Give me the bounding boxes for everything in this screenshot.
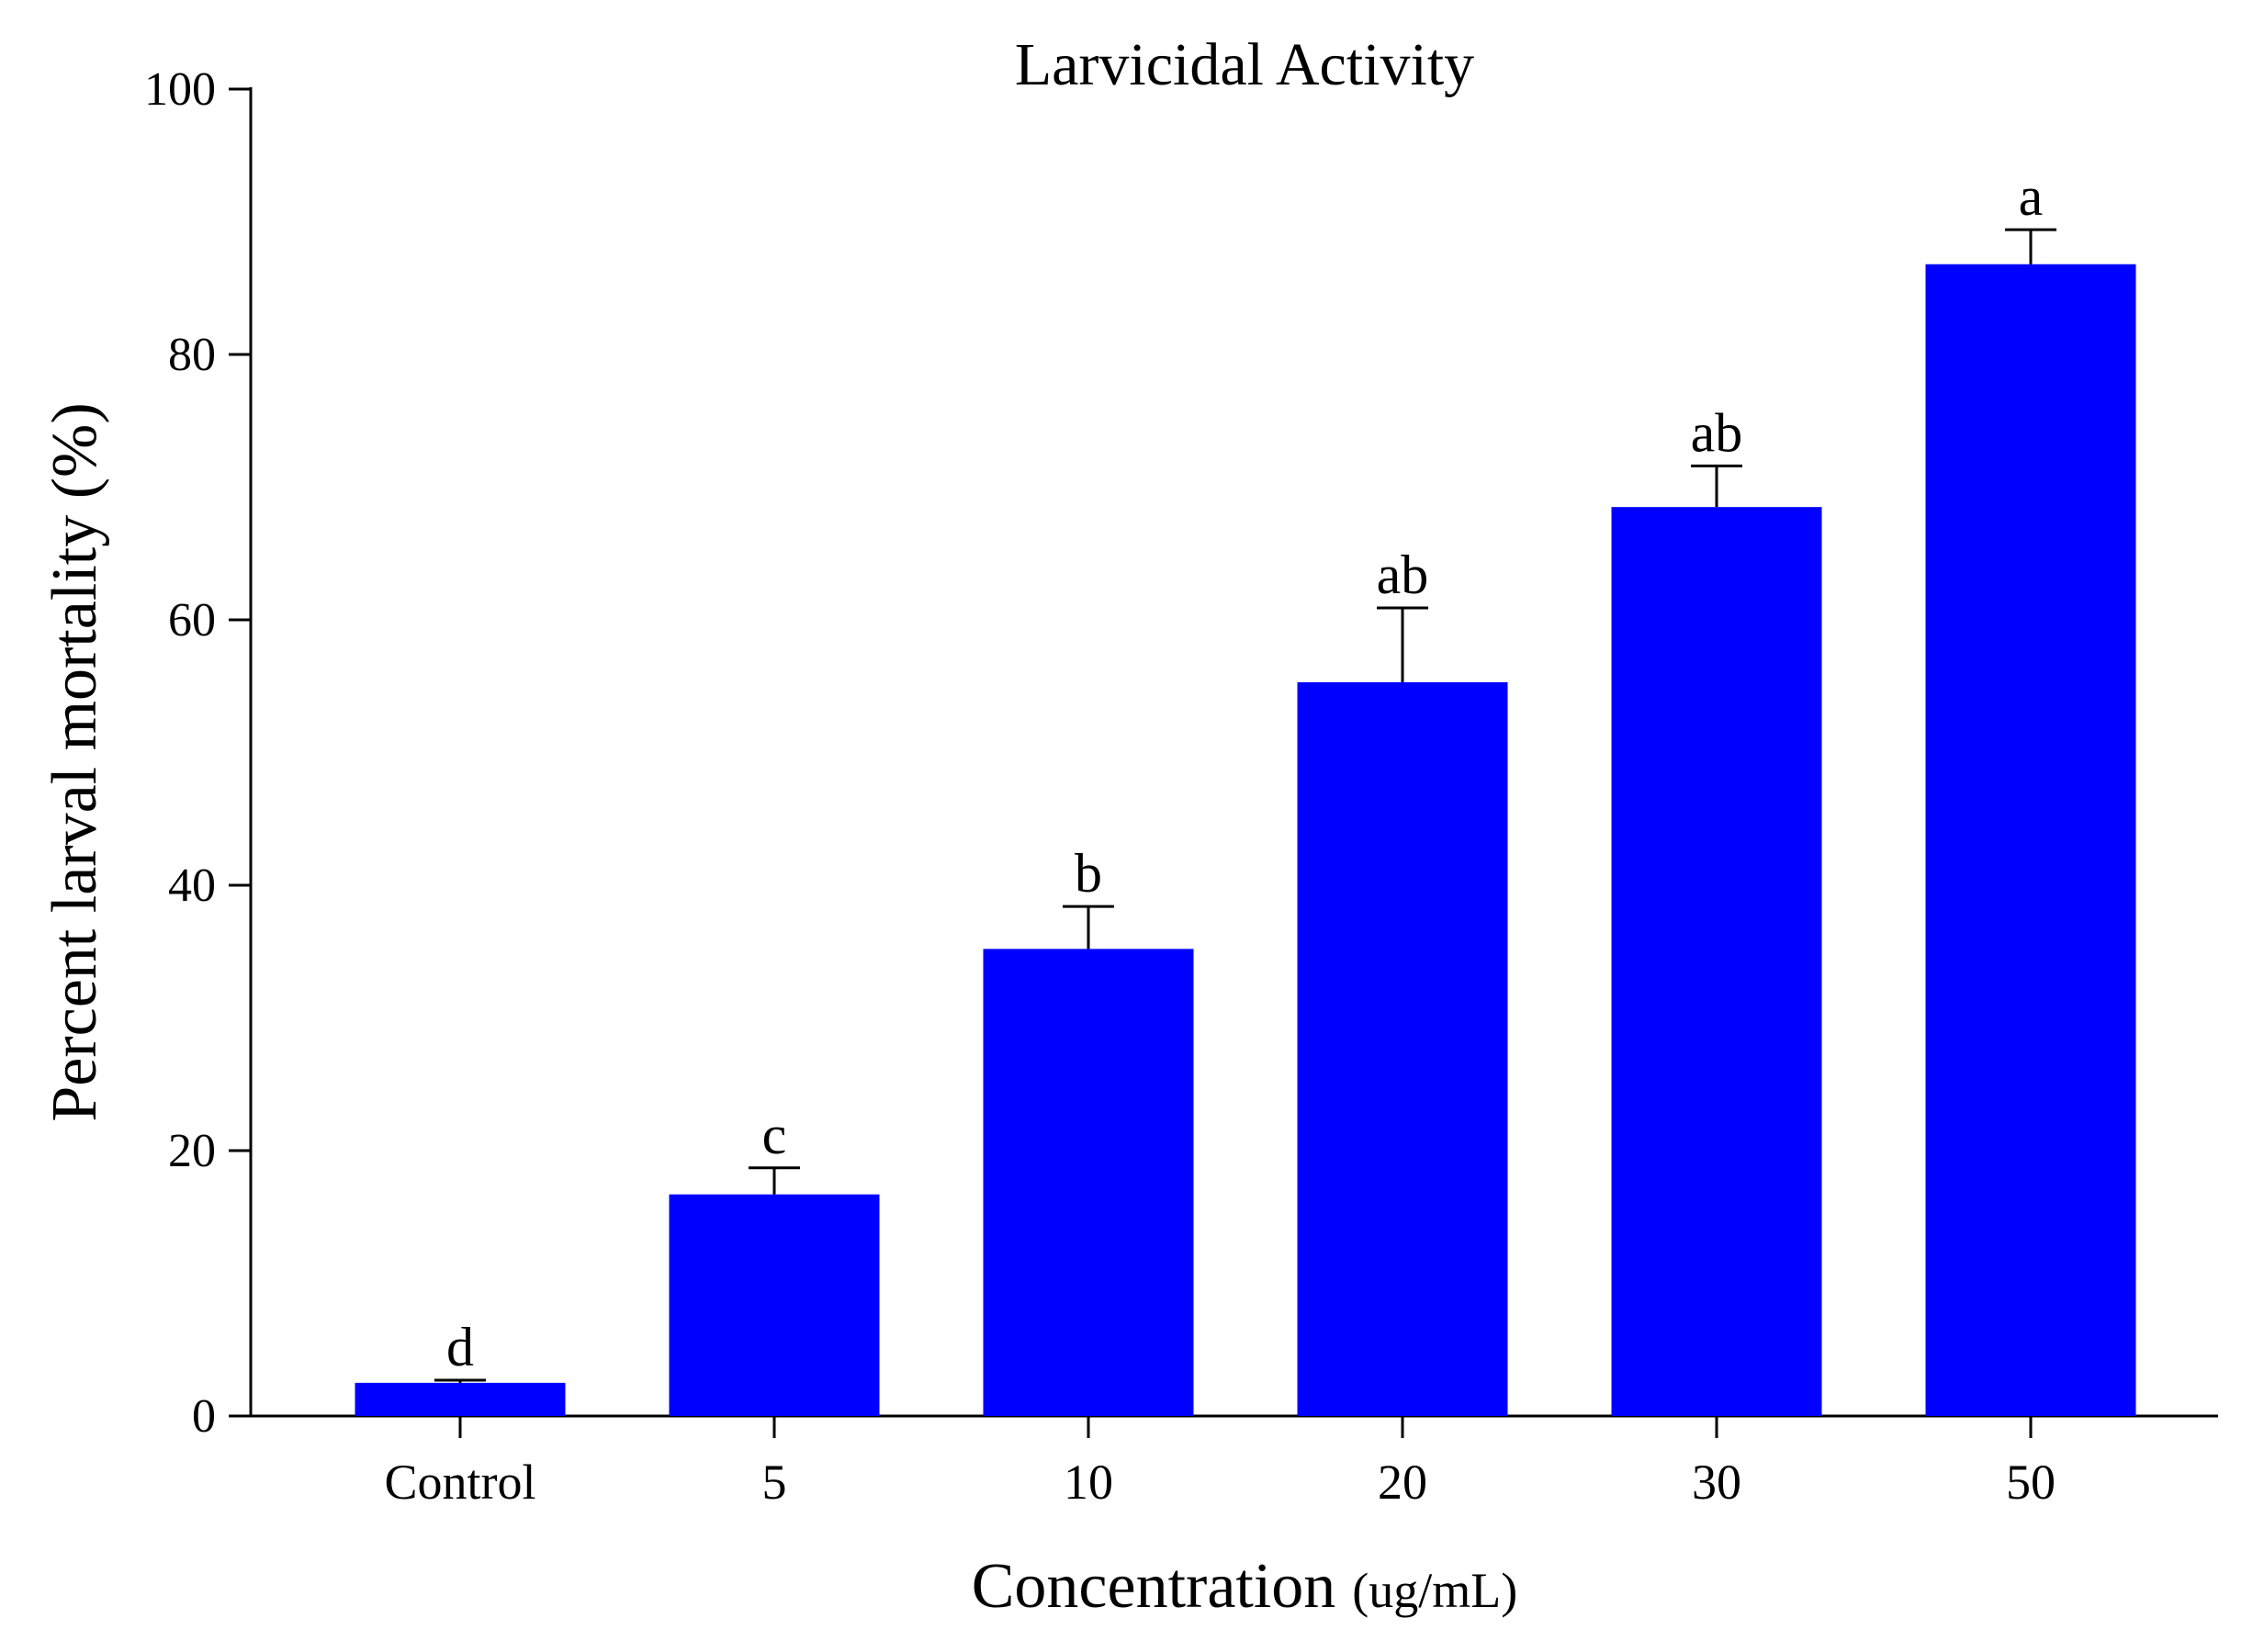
significance-letter: ab — [1691, 402, 1743, 463]
x-tick-label: 10 — [1064, 1455, 1113, 1510]
chart-title: Larvicidal Activity — [1015, 31, 1474, 98]
y-tick-label: 40 — [168, 860, 216, 912]
x-axis-label: Concentration (ug/mL) — [972, 1551, 1518, 1622]
y-tick-label: 20 — [168, 1125, 216, 1177]
significance-letter: d — [446, 1317, 474, 1377]
x-axis-label-main: Concentration — [972, 1551, 1336, 1622]
y-axis-label: Percent larval mortality (%) — [39, 402, 110, 1121]
bar — [1297, 681, 1508, 1416]
bar — [983, 949, 1194, 1416]
significance-letter: ab — [1377, 545, 1429, 605]
plot-area: 0 20 40 60 80 100 d Control c 5 b 10 ab 20 ab 30 a 50 — [144, 63, 2218, 1510]
x-tick-label: Control — [384, 1455, 535, 1510]
bar — [1611, 507, 1822, 1416]
bar — [1925, 264, 2136, 1416]
significance-letter: b — [1075, 843, 1102, 904]
x-tick-label: 50 — [2006, 1455, 2056, 1510]
bar — [355, 1382, 566, 1416]
y-tick-label: 100 — [144, 63, 216, 116]
y-tick-label: 80 — [168, 329, 216, 381]
significance-letter: c — [762, 1105, 787, 1165]
bar — [669, 1194, 880, 1416]
y-tick-label: 0 — [192, 1390, 216, 1443]
x-axis-label-unit: (ug/mL) — [1352, 1563, 1517, 1618]
significance-letter: a — [2019, 166, 2044, 227]
x-tick-label: 5 — [762, 1455, 787, 1510]
y-tick-label: 60 — [168, 594, 216, 646]
x-tick-label: 30 — [1692, 1455, 1741, 1510]
x-tick-label: 20 — [1378, 1455, 1427, 1510]
